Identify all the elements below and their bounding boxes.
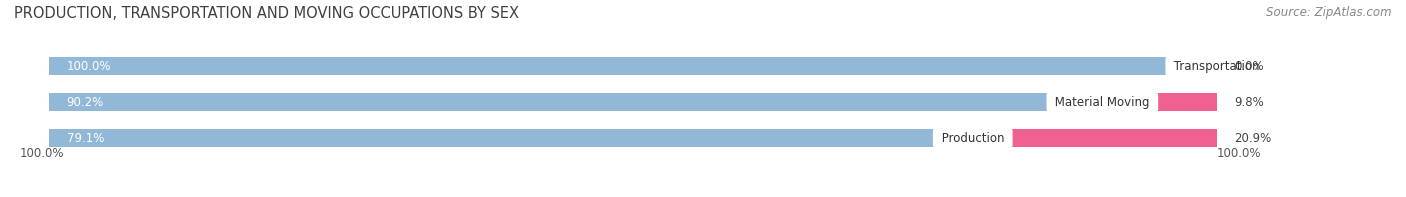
- Bar: [49, 57, 1216, 75]
- Bar: [49, 129, 973, 148]
- Bar: [49, 93, 1102, 112]
- Text: Transportation: Transportation: [1170, 59, 1264, 72]
- Text: 100.0%: 100.0%: [66, 59, 111, 72]
- Text: 20.9%: 20.9%: [1234, 132, 1271, 145]
- Bar: [1102, 93, 1216, 112]
- Text: 79.1%: 79.1%: [66, 132, 104, 145]
- Bar: [49, 93, 1216, 112]
- Text: 100.0%: 100.0%: [20, 147, 65, 160]
- Text: 0.0%: 0.0%: [1234, 59, 1264, 72]
- Text: 100.0%: 100.0%: [1216, 147, 1261, 160]
- Text: PRODUCTION, TRANSPORTATION AND MOVING OCCUPATIONS BY SEX: PRODUCTION, TRANSPORTATION AND MOVING OC…: [14, 6, 519, 21]
- Text: Source: ZipAtlas.com: Source: ZipAtlas.com: [1267, 6, 1392, 19]
- Text: Production: Production: [938, 132, 1008, 145]
- Text: 90.2%: 90.2%: [66, 96, 104, 109]
- Text: Material Moving: Material Moving: [1052, 96, 1153, 109]
- Text: 9.8%: 9.8%: [1234, 96, 1264, 109]
- Bar: [49, 129, 1216, 148]
- Bar: [973, 129, 1216, 148]
- Bar: [49, 57, 1216, 75]
